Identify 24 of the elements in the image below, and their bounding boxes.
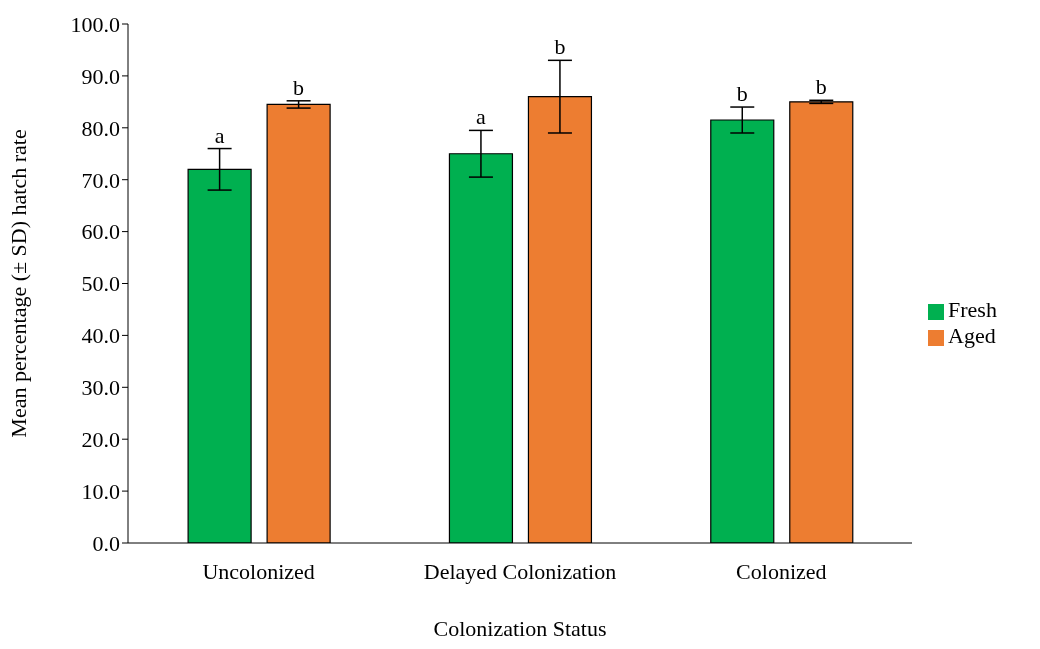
annotation: a [214,122,225,148]
y-tick-label: 40.0 [81,323,120,349]
annotation: a [476,104,487,130]
annotation: b [736,81,748,107]
y-tick-label: 100.0 [70,11,120,37]
x-axis-title: Colonization Status [433,616,607,641]
annotation: b [815,74,827,100]
x-tick-label: Delayed Colonization [423,558,617,584]
y-axis-title: Mean percentage (± SD) hatch rate [5,129,31,438]
annotation: b [554,34,566,60]
y-tick-label: 10.0 [81,478,120,504]
legend-label: Fresh [948,297,997,322]
x-tick-label: Colonized [736,558,827,584]
y-tick-label: 90.0 [81,63,120,89]
y-tick-label: 70.0 [81,167,120,193]
y-tick-label: 50.0 [81,271,120,297]
y-tick-label: 60.0 [81,219,120,245]
legend-label: Aged [948,323,996,348]
y-tick-label: 0.0 [92,530,120,556]
y-tick-label: 20.0 [81,427,120,453]
annotation: b [293,74,305,100]
y-tick-label: 80.0 [81,115,120,141]
x-tick-label: Uncolonized [202,558,315,584]
y-tick-label: 30.0 [81,375,120,401]
